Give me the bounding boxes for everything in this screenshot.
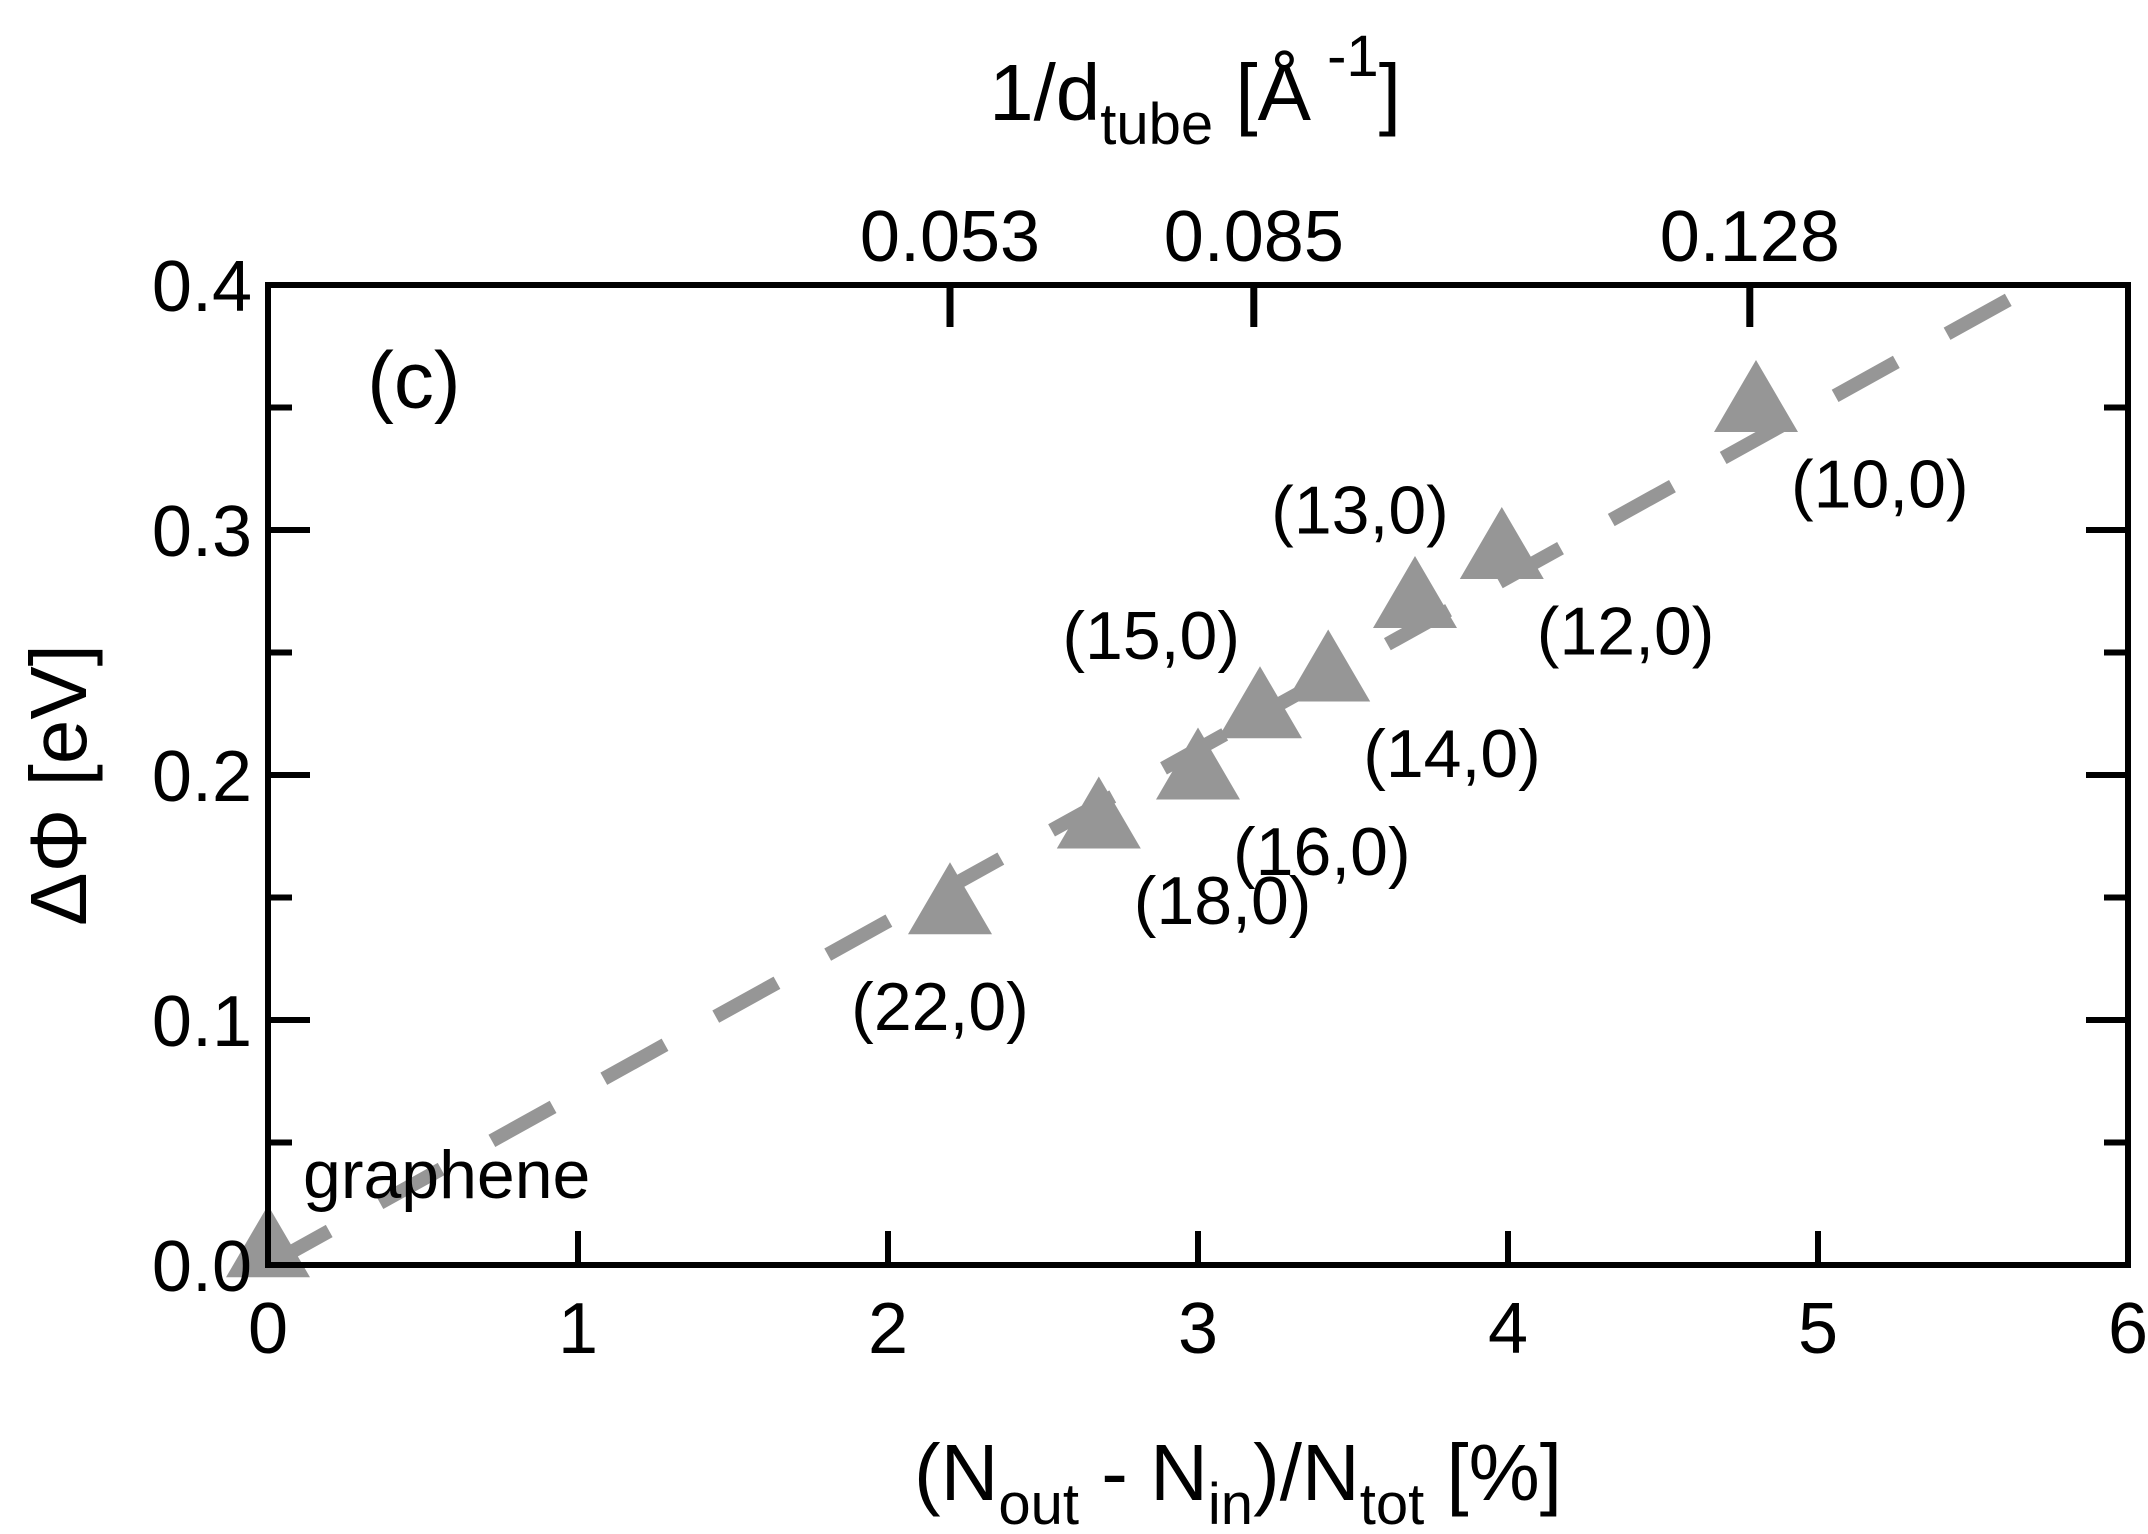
point-label: (13,0) [1271, 473, 1449, 549]
data-point-triangle [908, 862, 992, 935]
point-label: (22,0) [851, 969, 1029, 1045]
y-tick-label: 0.1 [152, 982, 252, 1062]
y-tick-label: 0.0 [152, 1227, 252, 1307]
y-tick-label: 0.4 [152, 247, 252, 327]
top-axis-title-part: [Å [1213, 48, 1311, 137]
data-point-triangle [1459, 506, 1544, 579]
x-axis-title-part: tot [1360, 1472, 1425, 1534]
x-axis-title-part: [%] [1424, 1428, 1562, 1517]
x-axis-title-part: in [1208, 1472, 1253, 1534]
point-label: (10,0) [1791, 447, 1969, 523]
x-axis-title-part: (N [914, 1428, 998, 1517]
top-axis-title-part: ] [1379, 48, 1401, 137]
x-tick-label: 2 [868, 1289, 908, 1369]
y-tick-label: 0.3 [152, 492, 252, 572]
top-tick-label: 0.085 [1164, 197, 1344, 277]
top-tick-label: 0.053 [860, 197, 1040, 277]
top-axis-title-part: -1 [1311, 24, 1379, 89]
point-label: (12,0) [1537, 594, 1715, 670]
ticks-layer [265, 282, 2131, 1268]
panel-label: (c) [367, 336, 460, 425]
data-point-triangle [1056, 776, 1141, 849]
y-tick-label: 0.2 [152, 737, 252, 817]
x-tick-label: 3 [1178, 1289, 1218, 1369]
x-tick-label: 0 [248, 1289, 288, 1369]
fit-line [264, 278, 2039, 1272]
point-label: (15,0) [1062, 598, 1240, 674]
top-axis-title: 1/dtube [Å -1] [989, 24, 1401, 157]
x-axis-title-part: out [998, 1472, 1079, 1534]
x-tick-label: 1 [558, 1289, 598, 1369]
data-point-triangle [1286, 629, 1371, 702]
point-label: graphene [303, 1137, 590, 1213]
x-tick-label: 5 [1798, 1289, 1838, 1369]
data-point-triangle [1714, 359, 1798, 432]
data-points-layer [226, 359, 1798, 1278]
point-label: (16,0) [1233, 814, 1411, 890]
y-axis-title: ΔΦ [eV] [14, 644, 103, 926]
data-point-triangle [1373, 555, 1457, 628]
data-point-triangle [1218, 666, 1302, 739]
point-label: (18,0) [1134, 863, 1312, 939]
top-axis-title-part: 1/d [989, 48, 1100, 137]
point-label: (14,0) [1363, 716, 1541, 792]
fit-line-layer [264, 278, 2039, 1272]
x-tick-label: 4 [1488, 1289, 1528, 1369]
x-axis-title-part: )/N [1253, 1428, 1360, 1517]
x-tick-label: 6 [2108, 1289, 2148, 1369]
x-axis-title: (Nout - Nin)/Ntot [%] [914, 1428, 1562, 1534]
labels-layer: 0 1 2 3 4 5 6 0.053 0.085 0.128 0.0 0.1 0.2 0.3 0.4 gra… [14, 24, 2148, 1534]
top-axis-title-part: tube [1100, 92, 1213, 157]
top-tick-label: 0.128 [1660, 197, 1840, 277]
data-point-triangle [1156, 727, 1240, 800]
x-axis-title-part: - N [1079, 1428, 1208, 1517]
